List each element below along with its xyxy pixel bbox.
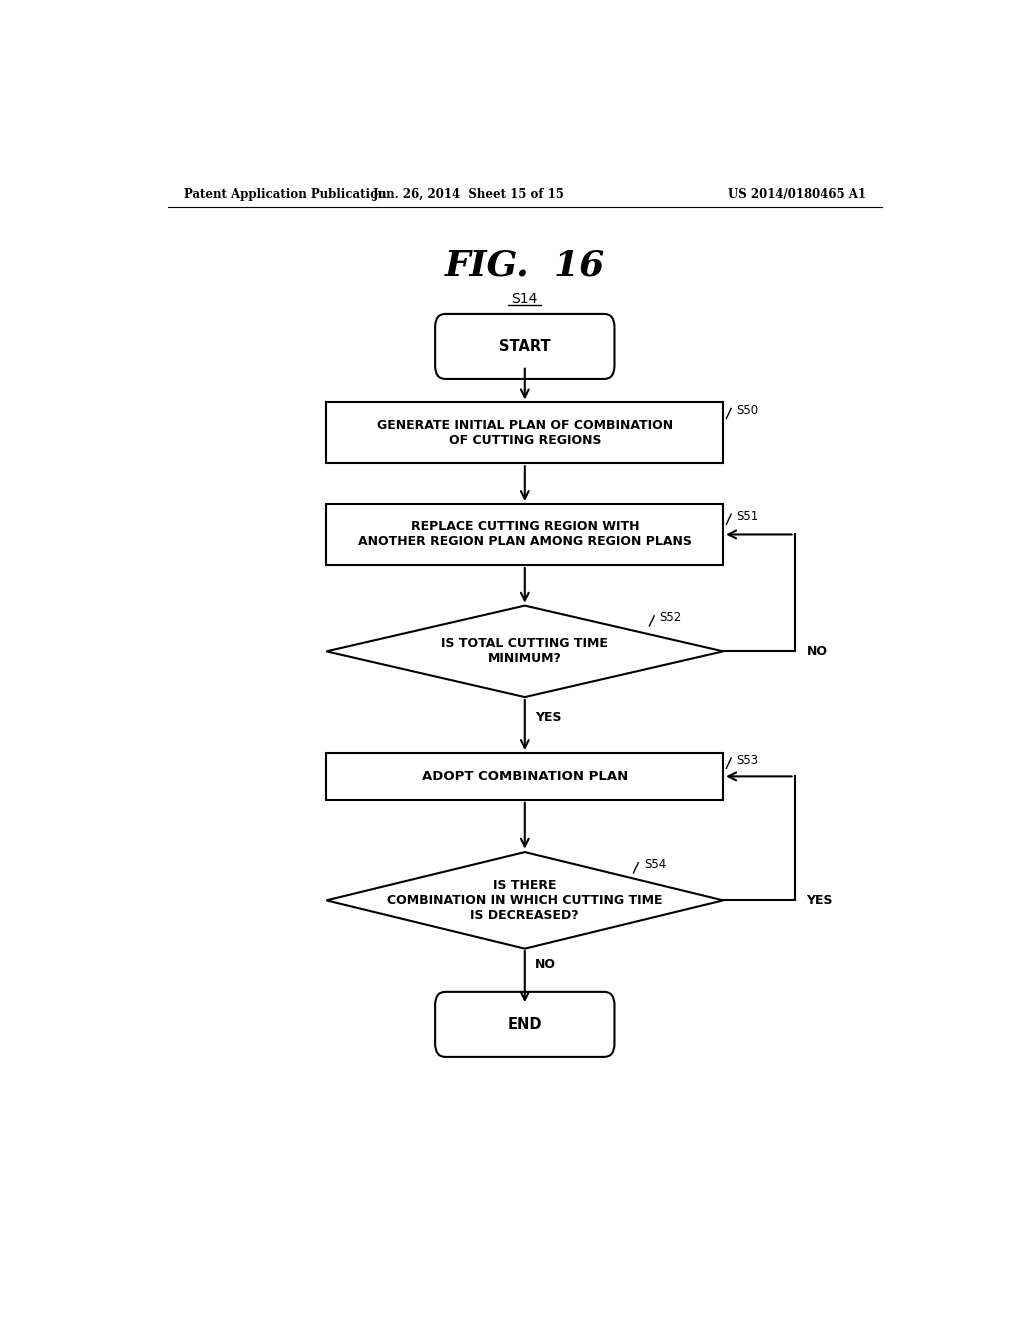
- Text: YES: YES: [536, 711, 561, 723]
- Bar: [327, 403, 723, 463]
- Text: Jun. 26, 2014  Sheet 15 of 15: Jun. 26, 2014 Sheet 15 of 15: [374, 189, 565, 202]
- Polygon shape: [327, 853, 723, 949]
- Text: S50: S50: [736, 404, 759, 417]
- Text: IS TOTAL CUTTING TIME
MINIMUM?: IS TOTAL CUTTING TIME MINIMUM?: [441, 638, 608, 665]
- Text: S51: S51: [736, 510, 759, 523]
- Text: FIG.  16: FIG. 16: [444, 248, 605, 282]
- Text: S54: S54: [644, 858, 666, 871]
- Text: NO: NO: [807, 645, 827, 657]
- FancyBboxPatch shape: [435, 991, 614, 1057]
- Text: REPLACE CUTTING REGION WITH
ANOTHER REGION PLAN AMONG REGION PLANS: REPLACE CUTTING REGION WITH ANOTHER REGI…: [357, 520, 692, 549]
- Text: US 2014/0180465 A1: US 2014/0180465 A1: [728, 189, 866, 202]
- Text: S52: S52: [659, 611, 682, 624]
- Text: ADOPT COMBINATION PLAN: ADOPT COMBINATION PLAN: [422, 770, 628, 783]
- Text: Patent Application Publication: Patent Application Publication: [183, 189, 386, 202]
- Text: S53: S53: [736, 754, 759, 767]
- Text: START: START: [499, 339, 551, 354]
- Text: YES: YES: [807, 894, 834, 907]
- Text: S14: S14: [512, 292, 538, 306]
- Bar: [327, 504, 723, 565]
- Text: IS THERE
COMBINATION IN WHICH CUTTING TIME
IS DECREASED?: IS THERE COMBINATION IN WHICH CUTTING TI…: [387, 879, 663, 921]
- Text: END: END: [508, 1016, 542, 1032]
- Text: GENERATE INITIAL PLAN OF COMBINATION
OF CUTTING REGIONS: GENERATE INITIAL PLAN OF COMBINATION OF …: [377, 418, 673, 447]
- Text: NO: NO: [536, 958, 556, 972]
- Polygon shape: [327, 606, 723, 697]
- FancyBboxPatch shape: [435, 314, 614, 379]
- Bar: [327, 752, 723, 800]
